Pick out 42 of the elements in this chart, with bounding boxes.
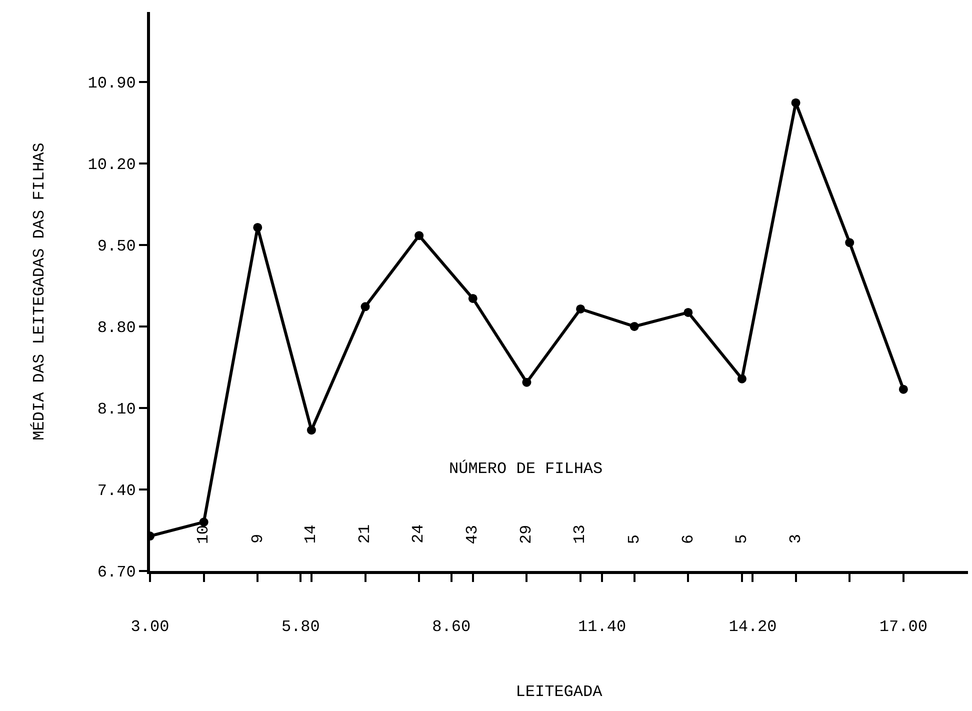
annotation: 24 [410, 524, 428, 544]
annotation: 5 [733, 534, 752, 544]
annotation: 3 [786, 534, 805, 544]
x-tick-label: 17.00 [879, 618, 928, 636]
annotation: 6 [679, 534, 698, 544]
point [522, 378, 532, 387]
point [306, 426, 316, 435]
point [630, 322, 639, 331]
x-tick-label: 3.00 [130, 618, 170, 636]
x-tick-label: 5.80 [281, 618, 320, 636]
point [468, 294, 478, 303]
point [253, 222, 262, 232]
point [737, 374, 746, 384]
annotation: 21 [356, 524, 374, 544]
annotation: 14 [302, 524, 320, 544]
annotation: 43 [464, 525, 482, 544]
x-tick-label: 14.20 [728, 618, 777, 636]
point [898, 384, 908, 394]
y-tick-label: 7.40 [97, 482, 136, 500]
annotation: 9 [248, 534, 267, 544]
point [684, 308, 693, 317]
point [845, 238, 854, 248]
y-tick-label: 6.70 [97, 564, 136, 582]
y-tick-label: 10.90 [88, 74, 136, 92]
y-tick-label: 10.20 [88, 156, 136, 174]
point [791, 98, 800, 108]
point [414, 231, 424, 240]
annotation: 29 [517, 524, 536, 544]
x-tick-label: 8.60 [432, 618, 471, 636]
point [576, 304, 586, 314]
point [199, 518, 208, 527]
annotation: NÚMERO DE FILHAS [449, 459, 603, 478]
annotation: 5 [625, 534, 644, 544]
y-tick-label: 8.80 [97, 319, 136, 338]
annotation: 10 [194, 524, 212, 544]
point [360, 302, 370, 312]
y-tick-label: 8.10 [97, 400, 136, 419]
x-tick-label: 11.40 [578, 618, 626, 636]
x-axis-title: LEITEGADA [516, 682, 603, 701]
y-tick-label: 9.50 [97, 238, 136, 256]
annotation: 13 [571, 524, 590, 544]
y-axis-title: MÉDIA DAS LEITEGADAS DAS FILHAS [30, 142, 49, 440]
